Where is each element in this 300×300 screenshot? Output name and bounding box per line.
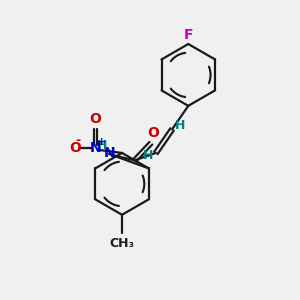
Text: O: O <box>69 141 81 155</box>
Text: CH₃: CH₃ <box>110 238 134 250</box>
Text: H: H <box>142 149 153 162</box>
Text: N: N <box>89 141 101 155</box>
Text: H: H <box>97 139 107 152</box>
Text: -: - <box>76 134 81 147</box>
Text: O: O <box>89 112 101 126</box>
Text: F: F <box>184 28 193 42</box>
Text: O: O <box>147 126 159 140</box>
Text: +: + <box>97 137 106 147</box>
Text: N: N <box>104 146 116 160</box>
Text: H: H <box>175 119 185 132</box>
